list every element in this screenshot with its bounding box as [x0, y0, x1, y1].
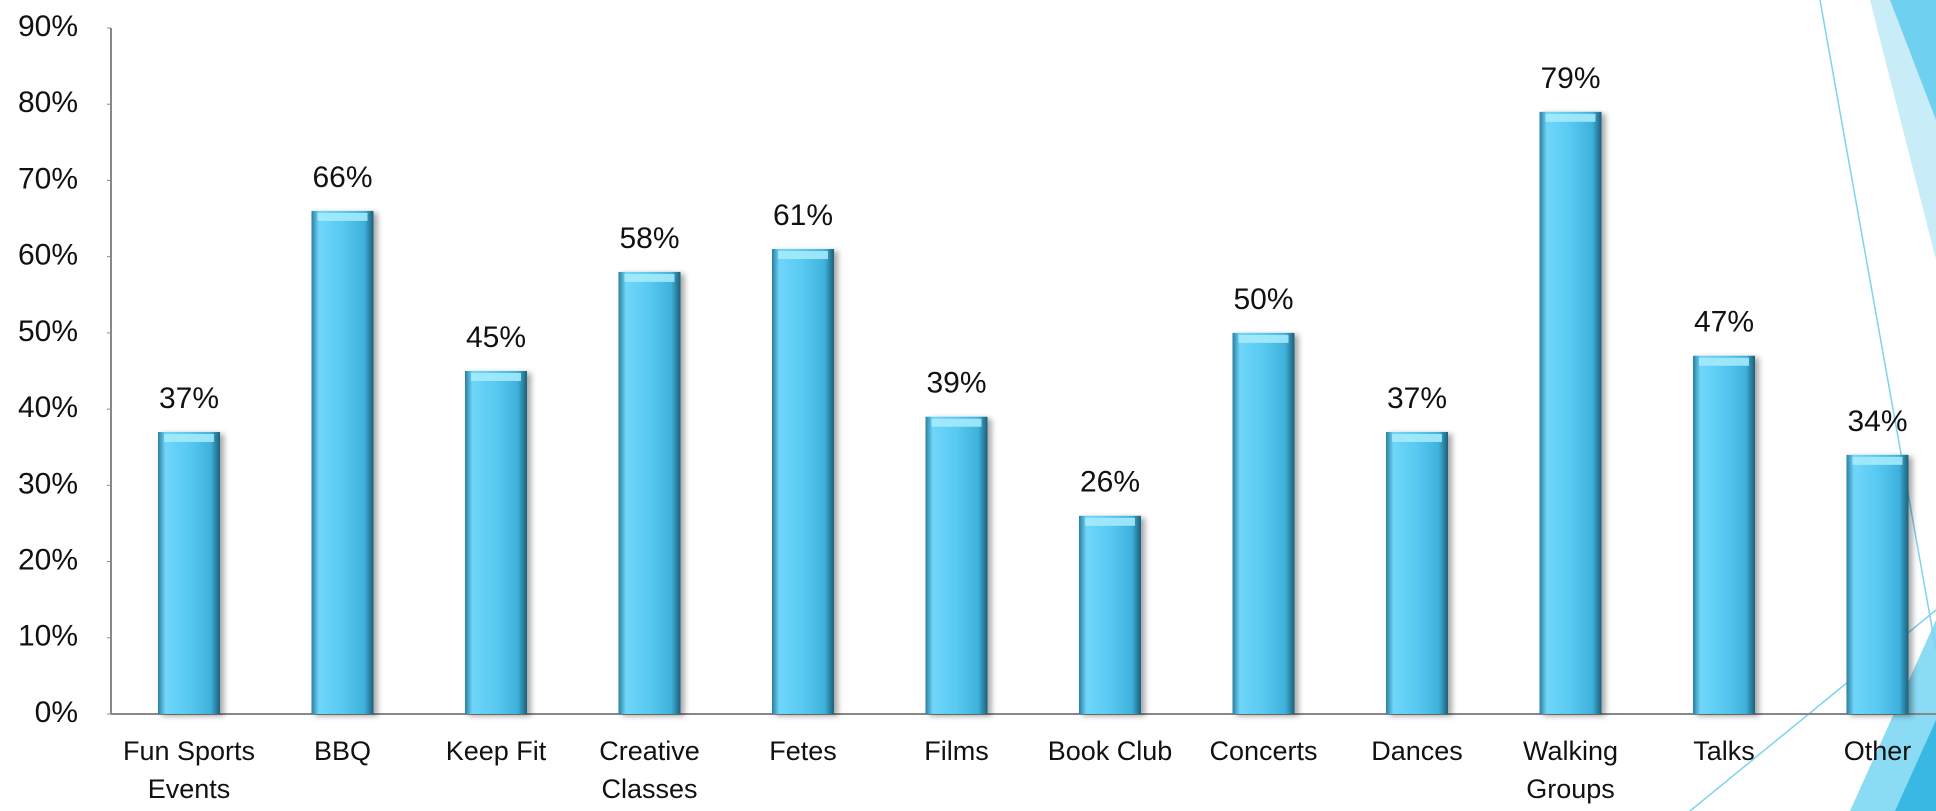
x-tick-label: Talks: [1693, 736, 1755, 766]
data-label: 66%: [312, 161, 372, 194]
y-tick-label: 90%: [18, 10, 78, 43]
data-label: 26%: [1080, 466, 1140, 499]
x-tick-label: Fetes: [769, 736, 837, 766]
y-tick-label: 70%: [18, 162, 78, 195]
bar: [311, 210, 374, 714]
bar: [1386, 431, 1448, 714]
data-label: 37%: [1387, 382, 1447, 415]
y-tick-label: 50%: [18, 315, 78, 348]
data-label: 45%: [466, 321, 526, 354]
data-label: 37%: [159, 382, 219, 415]
bar: [772, 249, 834, 715]
bar: [1846, 454, 1909, 714]
x-tick-label: Dances: [1371, 736, 1463, 766]
decoration: [1689, 0, 1936, 811]
y-tick-label: 30%: [18, 467, 78, 500]
bar-cap: [1392, 433, 1442, 442]
bar-cap: [471, 373, 521, 381]
bar-cap: [317, 212, 368, 221]
x-tick-label: Book Club: [1047, 736, 1173, 766]
bar-cap: [1238, 334, 1289, 343]
bar-cap: [931, 418, 982, 427]
bar-cap: [1852, 456, 1903, 465]
bar-cap: [1545, 113, 1596, 122]
y-tick-label: 20%: [18, 543, 78, 576]
bar: [158, 431, 220, 714]
data-label: 50%: [1233, 283, 1293, 316]
data-label: 61%: [773, 199, 833, 232]
bar: [1693, 355, 1755, 714]
y-tick-label: 0%: [35, 696, 78, 729]
bar-cap: [1699, 357, 1749, 366]
x-tick-label: Concerts: [1209, 736, 1318, 766]
data-label: 34%: [1847, 405, 1907, 438]
bar: [1539, 111, 1602, 715]
data-label: 58%: [619, 222, 679, 255]
x-tick-label: Fun Sports Events: [122, 736, 256, 804]
x-tick-label: Other: [1843, 736, 1912, 766]
bar: [618, 271, 681, 714]
x-tick-label: Keep Fit: [445, 736, 547, 766]
bar: [1232, 332, 1295, 714]
data-label: 47%: [1694, 306, 1754, 339]
y-tick-label: 80%: [18, 86, 78, 119]
data-label: 39%: [926, 367, 986, 400]
x-tick-label: Films: [924, 736, 989, 766]
x-tick-label: Walking Groups: [1522, 736, 1619, 804]
bar: [465, 371, 527, 714]
x-tick-label: Creative Classes: [599, 736, 700, 804]
bar-cap: [778, 251, 828, 260]
bar: [1079, 515, 1141, 714]
bar: [925, 416, 988, 714]
bar-cap: [164, 433, 214, 442]
data-label: 79%: [1540, 62, 1600, 95]
y-tick-label: 40%: [18, 391, 78, 424]
bar-cap: [624, 273, 675, 282]
bar-cap: [1085, 517, 1135, 526]
y-tick-label: 60%: [18, 239, 78, 272]
y-tick-label: 10%: [18, 620, 78, 653]
x-tick-label: BBQ: [313, 736, 372, 766]
